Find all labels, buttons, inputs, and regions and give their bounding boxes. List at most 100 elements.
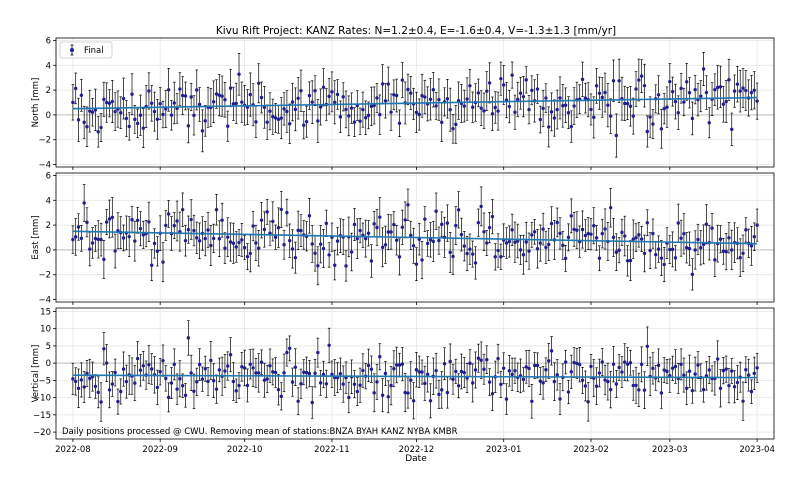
y-tick-label: −2 <box>38 271 51 281</box>
data-point <box>485 358 489 362</box>
data-point <box>741 399 745 403</box>
data-point <box>440 222 444 227</box>
data-point <box>400 362 405 366</box>
panel-frame <box>55 172 775 303</box>
data-point <box>231 379 236 384</box>
data-point <box>138 368 143 372</box>
data-point <box>304 370 309 375</box>
data-point <box>580 227 585 232</box>
data-point <box>744 367 748 372</box>
data-point <box>608 114 613 118</box>
data-point <box>628 361 633 365</box>
data-point <box>617 365 621 370</box>
y-tick-label: −20 <box>33 428 51 438</box>
y-tick-label: 2 <box>46 86 51 96</box>
data-point <box>749 389 754 394</box>
data-point <box>178 87 182 91</box>
data-point <box>161 260 165 264</box>
data-point <box>566 390 571 394</box>
trend-line <box>72 374 758 379</box>
data-point <box>85 371 89 376</box>
data-point <box>240 100 244 104</box>
data-point <box>701 387 706 392</box>
data-point <box>648 115 652 119</box>
data-point <box>704 90 709 95</box>
data-point <box>285 109 289 114</box>
data-point <box>271 115 275 119</box>
data-point <box>547 359 551 363</box>
data-point <box>257 246 261 250</box>
data-point <box>79 378 84 382</box>
data-point <box>226 235 230 239</box>
data-point <box>687 369 692 373</box>
data-point <box>124 116 129 121</box>
data-point <box>290 100 295 104</box>
data-point <box>668 247 672 252</box>
data-point <box>279 116 283 120</box>
data-point <box>499 382 503 387</box>
data-point <box>724 249 728 254</box>
data-point <box>96 130 100 134</box>
panel-frame <box>55 307 775 440</box>
data-points-north <box>71 52 759 158</box>
y-tick-label: −10 <box>33 394 51 404</box>
data-point <box>293 107 298 112</box>
data-point <box>755 99 759 103</box>
data-point <box>448 250 452 255</box>
data-point <box>471 252 475 256</box>
y-axis-label: East [mm] <box>31 215 41 259</box>
y-tick-label: 6 <box>46 171 51 181</box>
data-point <box>572 104 576 108</box>
data-point <box>257 371 261 375</box>
data-point <box>116 399 120 404</box>
data-point <box>411 244 416 248</box>
legend: Final <box>59 41 113 59</box>
data-point <box>220 94 224 98</box>
data-point <box>220 218 224 222</box>
data-point <box>206 228 210 232</box>
y-tick-label: 4 <box>46 196 51 206</box>
data-point <box>482 367 486 371</box>
data-point <box>741 251 745 255</box>
data-point <box>530 88 534 92</box>
data-point <box>485 89 489 93</box>
y-tick-label: 0 <box>46 359 51 369</box>
data-point <box>380 245 385 250</box>
data-point <box>696 363 700 367</box>
data-point <box>223 98 227 102</box>
y-tick-label: −4 <box>38 296 51 306</box>
data-point <box>93 384 98 389</box>
data-point <box>158 101 162 106</box>
data-point <box>71 100 75 105</box>
data-point <box>738 89 742 93</box>
data-point <box>685 80 689 84</box>
data-point <box>383 99 388 103</box>
data-point <box>138 226 143 231</box>
data-point <box>656 93 661 97</box>
data-point <box>592 115 596 120</box>
data-point <box>214 387 219 391</box>
data-point <box>330 372 334 377</box>
data-point <box>414 262 419 266</box>
data-point <box>378 215 382 219</box>
data-point <box>701 67 706 71</box>
data-point <box>685 246 689 250</box>
data-point <box>369 104 374 109</box>
data-point <box>324 382 329 386</box>
data-point <box>425 372 430 377</box>
data-point <box>296 399 300 404</box>
data-point <box>107 388 112 392</box>
data-point <box>380 82 385 86</box>
data-point <box>181 207 185 212</box>
data-point <box>124 379 129 384</box>
data-point <box>527 366 531 371</box>
data-point <box>327 343 331 347</box>
data-point <box>211 236 216 241</box>
data-point <box>516 97 520 102</box>
data-point <box>428 238 433 242</box>
data-point <box>383 243 388 247</box>
data-point <box>749 90 754 95</box>
data-point <box>648 248 652 253</box>
data-point <box>206 379 210 384</box>
data-point <box>262 227 267 232</box>
